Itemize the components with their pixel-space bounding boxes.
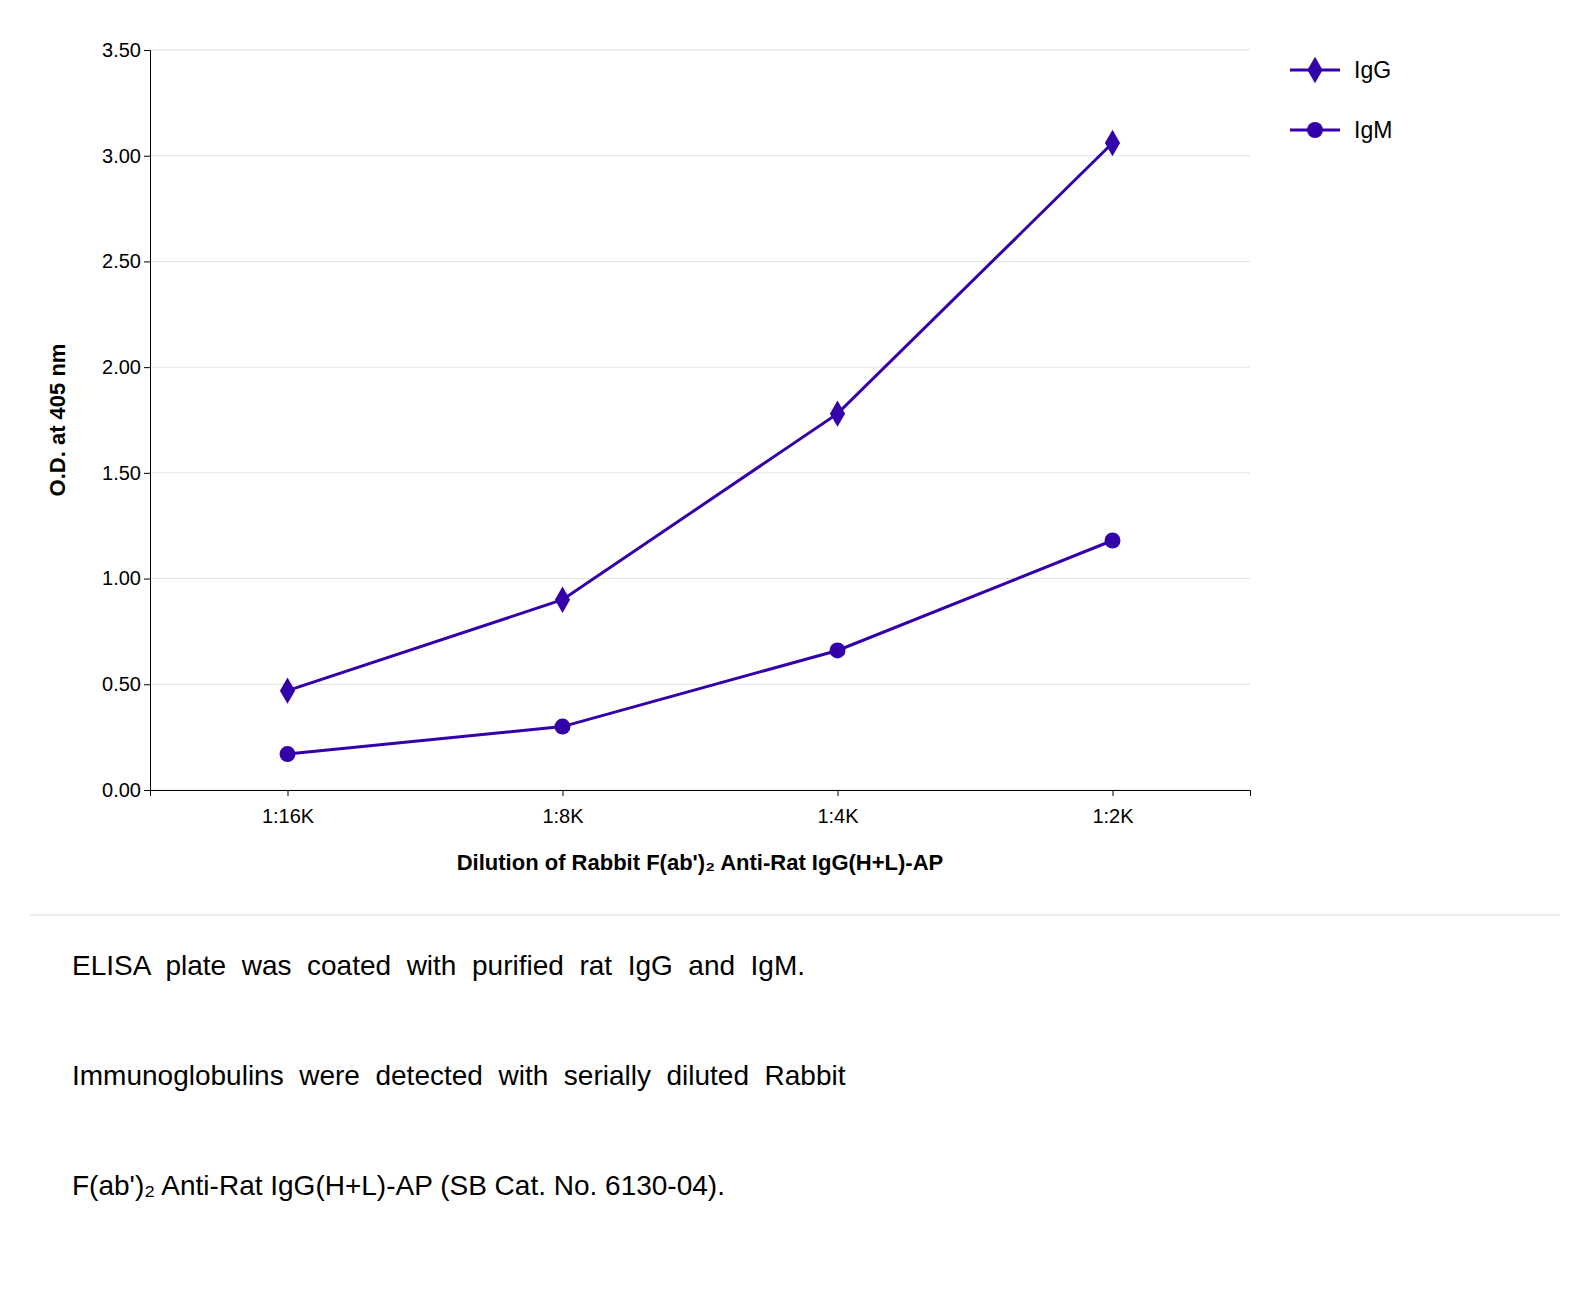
point [280, 746, 296, 762]
point [1105, 533, 1121, 549]
legend-item: IgG [1290, 57, 1391, 83]
grid-line [150, 367, 1250, 368]
x-axis: 1:16K 1:8K 1:4K 1:2K [151, 790, 1251, 827]
tick-label: 2.50 [102, 250, 141, 272]
tick-mark [144, 473, 150, 474]
grid-line [150, 472, 1250, 473]
axis-line [151, 791, 1251, 797]
tick-mark [144, 367, 150, 368]
tick-label: 1:4K [817, 805, 859, 827]
tick: 2.00 [102, 356, 150, 378]
tick-label: 1:8K [542, 805, 584, 827]
tick: 1:8K [542, 790, 584, 827]
legend-item: IgM [1290, 117, 1392, 143]
legend-label: IgG [1354, 57, 1391, 83]
tick: 0.00 [102, 779, 150, 801]
tick: 3.50 [102, 39, 150, 61]
tick-label: 0.50 [102, 673, 141, 695]
tick-mark [144, 790, 150, 791]
tick: 1.00 [102, 567, 150, 589]
caption: Immunoglobulins were detected with seria… [72, 1060, 846, 1091]
tick: 3.00 [102, 145, 150, 167]
legend-symbol [1307, 57, 1322, 83]
tick-label: 3.00 [102, 145, 141, 167]
tick: 1:4K [817, 790, 859, 827]
tick-label: 3.50 [102, 39, 141, 61]
tick: 1:16K [262, 790, 315, 827]
tick-mark [144, 156, 150, 157]
tick-label: 1:16K [262, 805, 315, 827]
grid-line [150, 578, 1250, 579]
grid [150, 50, 1250, 790]
plot-area: 0.00 0.50 1.00 1.50 2.00 2.50 3.00 3.50 1:16K 1:8… [102, 39, 1250, 827]
grid-line [150, 261, 1250, 262]
caption: ELISA plate was coated with purified rat… [72, 950, 805, 981]
axis-line [144, 51, 151, 791]
tick-mark [563, 790, 564, 796]
tick-mark [144, 579, 150, 580]
x-axis-title: Dilution of Rabbit F(ab')₂ Anti-Rat IgG(… [457, 850, 944, 875]
tick-mark [288, 790, 289, 796]
legend-label: IgM [1354, 117, 1392, 143]
caption: F(ab')₂ Anti-Rat IgG(H+L)-AP (SB Cat. No… [72, 1170, 725, 1201]
tick-label: 1.50 [102, 462, 141, 484]
tick-mark [144, 50, 150, 51]
tick: 1:2K [1092, 790, 1134, 827]
series-line [288, 541, 1113, 755]
tick-mark [1113, 790, 1114, 796]
point [555, 587, 570, 613]
legend: IgG IgM [1290, 57, 1392, 143]
point [830, 400, 845, 426]
tick: 0.50 [102, 673, 150, 695]
y-axis-title: O.D. at 405 nm [45, 344, 70, 497]
series-line [288, 143, 1113, 691]
tick-mark [838, 790, 839, 796]
grid-line [150, 684, 1250, 685]
tick-label: 2.00 [102, 356, 141, 378]
point [830, 642, 846, 658]
tick-label: 0.00 [102, 779, 141, 801]
tick-label: 1:2K [1092, 805, 1134, 827]
chart: 0.00 0.50 1.00 1.50 2.00 2.50 3.00 3.50 1:16K 1:8… [0, 0, 1590, 1306]
tick-mark [144, 684, 150, 685]
separator [30, 915, 1560, 916]
grid-line [150, 155, 1250, 156]
series-group [280, 130, 1121, 762]
point [1105, 130, 1120, 156]
grid-line [150, 50, 1250, 51]
tick: 2.50 [102, 250, 150, 272]
tick-mark [144, 261, 150, 262]
tick-label: 1.00 [102, 567, 141, 589]
tick: 1.50 [102, 462, 150, 484]
legend-symbol [1307, 122, 1323, 138]
y-axis: 0.00 0.50 1.00 1.50 2.00 2.50 3.00 3.50 [102, 39, 150, 801]
point [280, 677, 295, 703]
point [555, 719, 571, 735]
